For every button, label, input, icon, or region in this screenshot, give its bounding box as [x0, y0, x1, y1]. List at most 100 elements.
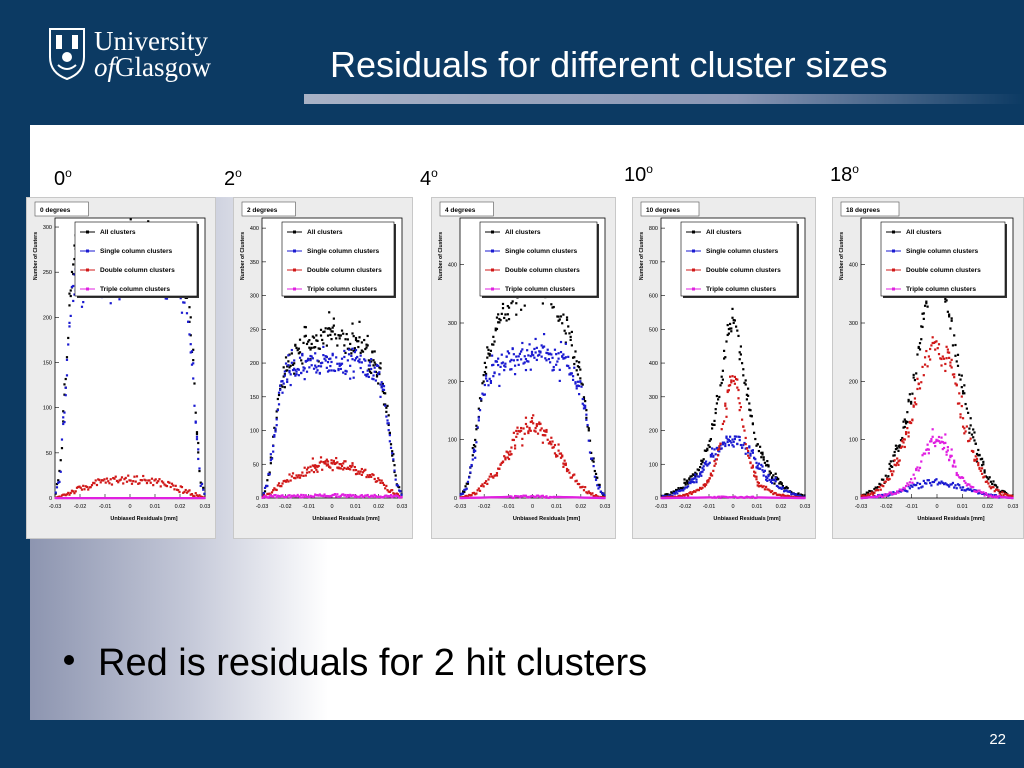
data-point — [522, 362, 525, 365]
data-point — [700, 474, 703, 477]
data-point — [567, 496, 570, 499]
data-point — [367, 475, 370, 479]
data-point — [387, 423, 390, 427]
data-point — [492, 363, 495, 366]
data-point — [475, 428, 478, 431]
data-point — [293, 359, 296, 362]
data-point — [280, 380, 283, 383]
data-point — [328, 369, 331, 372]
data-point — [799, 495, 802, 498]
data-point — [755, 475, 758, 478]
data-point — [552, 305, 555, 309]
data-point — [350, 465, 353, 468]
data-point — [888, 491, 891, 494]
data-point — [578, 361, 581, 364]
data-point — [380, 496, 383, 499]
data-point — [305, 342, 309, 346]
data-point — [557, 449, 560, 452]
data-point — [344, 351, 347, 355]
data-point — [574, 381, 577, 384]
data-point — [477, 416, 480, 419]
data-point — [370, 494, 373, 497]
data-point — [283, 374, 286, 377]
data-point — [887, 494, 890, 497]
data-point — [576, 365, 580, 368]
data-point — [270, 457, 274, 460]
data-point — [288, 366, 291, 369]
data-point — [312, 465, 316, 468]
data-point — [329, 333, 332, 337]
data-point — [894, 492, 898, 495]
data-point — [877, 489, 880, 492]
data-point — [63, 411, 66, 414]
data-point — [703, 449, 706, 452]
data-point — [980, 467, 984, 470]
data-point — [268, 492, 271, 495]
data-point — [386, 419, 389, 422]
data-point — [197, 448, 200, 451]
data-point — [878, 494, 881, 497]
data-point — [960, 476, 963, 479]
data-point — [901, 489, 904, 492]
data-point — [325, 494, 328, 498]
data-point — [265, 496, 268, 499]
data-point — [977, 461, 980, 465]
data-point — [310, 355, 313, 358]
data-point — [711, 474, 714, 477]
data-point — [695, 478, 698, 481]
data-point — [384, 404, 387, 407]
data-point — [898, 446, 901, 449]
data-point — [62, 493, 65, 496]
data-point — [332, 493, 335, 496]
data-point — [375, 363, 379, 367]
data-point — [705, 449, 708, 452]
data-point — [343, 344, 346, 347]
data-point — [691, 473, 694, 476]
x-axis-label: Unbiased Residuals [mm] — [513, 516, 580, 522]
data-point — [174, 497, 177, 500]
data-point — [480, 398, 483, 401]
data-point — [946, 484, 949, 487]
data-point — [699, 486, 702, 490]
data-point — [359, 470, 362, 473]
data-point — [679, 489, 682, 492]
data-point — [547, 358, 551, 361]
y-tick-label: 0 — [256, 496, 259, 502]
data-point — [73, 257, 76, 261]
data-point — [590, 457, 593, 460]
data-point — [349, 364, 352, 367]
data-point — [82, 300, 85, 304]
data-point — [884, 494, 887, 497]
plot-panel-4: 4 degrees 0 100 200 300 400 -0.03 -0.02 -0.01 0 0.… — [431, 197, 616, 539]
data-point — [202, 486, 205, 489]
data-point — [307, 359, 310, 362]
data-point — [188, 497, 191, 500]
data-point — [364, 494, 367, 497]
data-point — [864, 493, 867, 496]
data-point — [666, 496, 669, 500]
data-point — [910, 421, 913, 425]
data-point — [394, 478, 397, 481]
data-point — [476, 496, 479, 499]
data-point — [77, 485, 80, 489]
data-point — [199, 495, 202, 498]
data-point — [690, 496, 693, 499]
data-point — [547, 442, 551, 445]
data-point — [298, 338, 302, 341]
data-point — [484, 366, 488, 369]
y-tick-label: 400 — [448, 263, 457, 269]
data-point — [127, 497, 130, 500]
data-point — [998, 492, 1001, 495]
data-point — [738, 402, 741, 405]
data-point — [113, 477, 116, 480]
data-point — [82, 484, 85, 487]
data-point — [68, 325, 71, 328]
data-point — [899, 446, 903, 449]
data-point — [690, 475, 693, 478]
data-point — [333, 462, 337, 466]
data-point — [907, 435, 910, 438]
angle-label-band — [30, 125, 1024, 197]
data-point — [477, 487, 480, 490]
data-point — [330, 459, 333, 462]
data-point — [534, 337, 537, 341]
